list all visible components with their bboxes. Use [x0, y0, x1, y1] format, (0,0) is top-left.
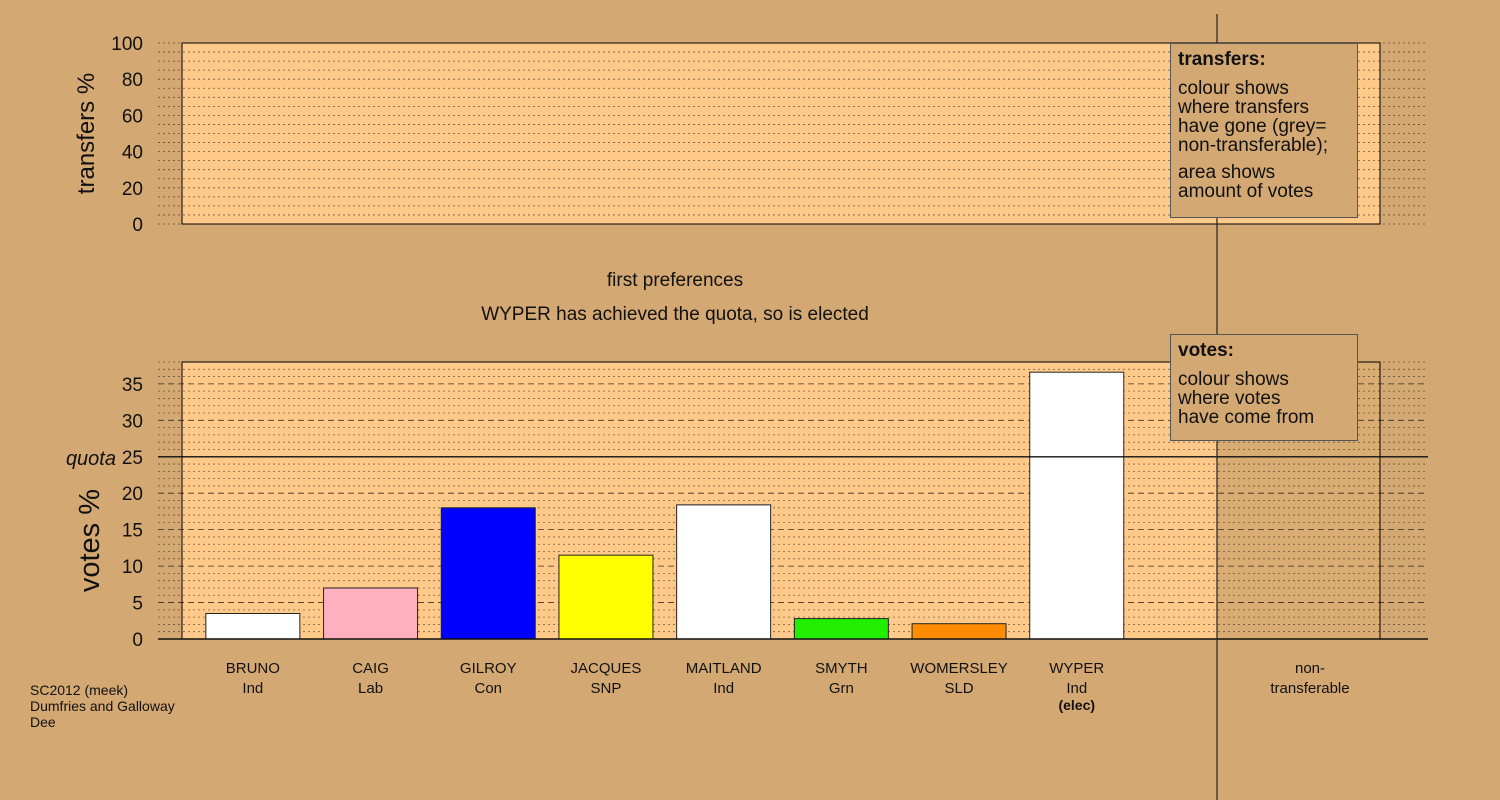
votes-y-tick-label: 35 [122, 375, 143, 396]
transfers-legend-title: transfers: [1178, 49, 1266, 70]
footer-election: SC2012 (meek) [30, 682, 129, 698]
stage-heading: first preferences [607, 270, 743, 291]
footer-council: Dumfries and Galloway [30, 698, 175, 714]
candidate-party-label: Con [474, 680, 502, 697]
bar-womersley [911, 623, 1007, 640]
transfers-y-tick-label: 40 [122, 143, 143, 164]
candidate-party-label: Ind [713, 680, 734, 697]
non-transferable-label: transferable [1270, 680, 1349, 697]
candidate-name-label: JACQUES [571, 660, 642, 677]
candidate-party-label: Lab [358, 680, 383, 697]
candidate-name-label: GILROY [460, 660, 517, 677]
bar-gilroy [440, 507, 536, 640]
transfers-y-tick-label: 20 [122, 179, 143, 200]
transfers-legend-box: transfers: colour shows where transfers … [1170, 43, 1358, 218]
votes-y-tick-label: 0 [132, 630, 143, 651]
votes-y-tick-label: 20 [122, 484, 143, 505]
votes-y-axis-label: votes % [74, 489, 106, 592]
transfers-legend-line: amount of votes [1178, 181, 1314, 202]
status-heading: WYPER has achieved the quota, so is elec… [481, 304, 869, 325]
candidate-party-label: SLD [944, 680, 973, 697]
non-transferable-label: non- [1295, 660, 1325, 677]
votes-legend-box: votes: colour shows where votes have com… [1170, 334, 1358, 441]
candidate-name-label: BRUNO [226, 660, 280, 677]
candidate-party-label: Ind [1066, 680, 1087, 697]
candidate-name-label: MAITLAND [686, 660, 762, 677]
bar-bruno [205, 612, 301, 640]
quota-label: quota [66, 448, 116, 470]
transfers-y-tick-label: 100 [111, 34, 143, 55]
transfers-y-axis-label: transfers % [73, 73, 100, 194]
candidate-name-label: WOMERSLEY [910, 660, 1008, 677]
transfers-legend-line: have gone (grey= [1178, 116, 1327, 137]
votes-legend-line: colour shows [1178, 369, 1289, 390]
bar-smyth [793, 618, 889, 640]
transfers-y-tick-label: 80 [122, 70, 143, 91]
votes-legend-title: votes: [1178, 340, 1234, 361]
transfers-legend-line: area shows [1178, 162, 1276, 183]
transfers-legend-line: colour shows [1178, 78, 1289, 99]
bar-wyper [1029, 371, 1125, 640]
candidate-party-label: Ind [242, 680, 263, 697]
votes-legend-line: where votes [1178, 388, 1281, 409]
votes-legend-line: have come from [1178, 407, 1315, 428]
candidate-party-label: SNP [591, 680, 622, 697]
votes-y-tick-label: 25 [122, 448, 143, 469]
candidate-name-label: WYPER [1049, 660, 1104, 677]
transfers-plot-border [181, 42, 1381, 225]
transfers-legend-line: where transfers [1178, 97, 1309, 118]
footer-caption: SC2012 (meek) Dumfries and Galloway Dee [30, 682, 175, 730]
candidate-name-label: SMYTH [815, 660, 868, 677]
transfers-legend-line: non-transferable); [1178, 135, 1328, 156]
transfers-y-tick-label: 60 [122, 106, 143, 127]
votes-y-tick-label: 30 [122, 411, 143, 432]
votes-y-tick-label: 5 [132, 594, 143, 615]
footer-ward: Dee [30, 714, 56, 730]
votes-y-tick-label: 15 [122, 521, 143, 542]
transfers-y-tick-label: 0 [132, 215, 143, 236]
votes-y-tick-label: 10 [122, 557, 143, 578]
bar-caig [323, 587, 419, 640]
bar-maitland [676, 504, 772, 640]
candidate-status-label: (elec) [1058, 697, 1095, 713]
candidate-name-label: CAIG [352, 660, 389, 677]
candidate-party-label: Grn [829, 680, 854, 697]
bar-jacques [558, 554, 654, 640]
